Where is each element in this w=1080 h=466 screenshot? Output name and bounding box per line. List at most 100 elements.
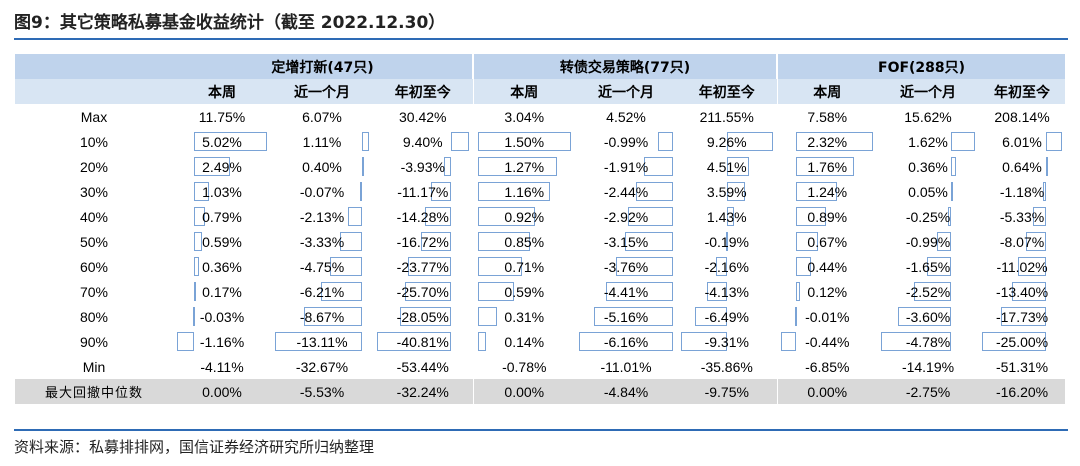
sub-header-row: 本周 近一个月 年初至今 本周 近一个月 年初至今 本周 近一个月 年初至今 xyxy=(15,79,1066,104)
cell-value: 9.40% xyxy=(402,133,443,150)
data-bar xyxy=(425,207,452,226)
data-bar xyxy=(796,207,826,226)
value-cell: -1.91% xyxy=(575,154,677,179)
value-cell: 1.62% xyxy=(877,129,979,154)
cell-value: -8.07% xyxy=(999,233,1045,250)
value-cell: 1.43% xyxy=(677,204,777,229)
value-cell: -13.40% xyxy=(979,279,1065,304)
cell-value: -0.99% xyxy=(603,133,649,150)
table-row: Max 11.75% 6.07% 30.42% 3.04% 4.52% 211.55% 7.5… xyxy=(15,104,1065,129)
value-cell: -16.20% xyxy=(979,379,1066,404)
cell-value: 11.75% xyxy=(198,108,246,125)
cell-value: -0.19% xyxy=(704,233,749,250)
data-bar xyxy=(725,232,728,251)
value-cell: -6.85% xyxy=(776,354,878,379)
value-cell: -2.52% xyxy=(877,279,979,304)
value-cell: -3.93% xyxy=(373,154,473,179)
cell-value: -11.17% xyxy=(397,183,449,200)
value-cell: -1.16% xyxy=(173,329,271,354)
data-bar xyxy=(615,257,673,276)
data-bar xyxy=(360,182,363,201)
row-label: 50% xyxy=(79,233,109,250)
cell-value: 7.58% xyxy=(807,108,848,125)
value-cell: -35.86% xyxy=(677,354,777,379)
cell-value: 2.49% xyxy=(202,158,242,175)
value-cell: 4.52% xyxy=(575,104,677,129)
value-cell: -8.67% xyxy=(271,304,373,329)
data-bar xyxy=(951,182,954,201)
value-cell: 6.01% xyxy=(979,129,1065,154)
cell-value: -0.44% xyxy=(805,333,850,350)
cell-value: -51.31% xyxy=(995,358,1049,375)
cell-value: 0.36% xyxy=(202,258,242,275)
value-cell: 0.40% xyxy=(271,154,373,179)
data-bar xyxy=(594,307,673,326)
value-cell: 0.36% xyxy=(877,154,979,179)
cell-value: 15.62% xyxy=(904,108,952,125)
cell-value: -13.11% xyxy=(296,333,348,350)
value-cell: 0.12% xyxy=(776,279,878,304)
value-cell: -32.24% xyxy=(373,379,474,404)
cell-value: -32.67% xyxy=(295,358,349,375)
value-cell: -3.33% xyxy=(271,229,373,254)
col-header: 近一个月 xyxy=(575,79,678,104)
value-cell: -11.01% xyxy=(575,354,677,379)
cell-value: -4.84% xyxy=(603,383,649,400)
value-cell: 0.79% xyxy=(173,204,271,229)
data-bar xyxy=(400,307,452,326)
value-cell: -0.78% xyxy=(472,354,576,379)
value-cell: 30.42% xyxy=(373,104,473,129)
cell-value: 208.14% xyxy=(994,108,1050,125)
row-label: 80% xyxy=(79,308,109,325)
value-cell: 1.76% xyxy=(776,154,878,179)
value-cell: -3.60% xyxy=(877,304,979,329)
value-cell: -0.99% xyxy=(877,229,979,254)
value-cell: 4.51% xyxy=(677,154,777,179)
value-cell: 0.59% xyxy=(173,229,271,254)
value-cell: -51.31% xyxy=(979,354,1065,379)
col-header: 本周 xyxy=(776,79,878,104)
cell-value: 0.71% xyxy=(504,258,545,275)
data-bar xyxy=(796,232,819,251)
col-header: 近一个月 xyxy=(271,79,373,104)
cell-value: 0.00% xyxy=(202,383,242,400)
col-header: 年初至今 xyxy=(373,79,474,104)
cell-value: -0.01% xyxy=(805,308,850,325)
group-header-convertible: 转债交易策略(77只) xyxy=(472,54,778,79)
data-bar xyxy=(408,257,452,276)
data-bar xyxy=(404,282,452,301)
data-bar xyxy=(1018,257,1047,276)
value-cell: 1.11% xyxy=(271,129,373,154)
data-bar xyxy=(579,332,673,351)
cell-value: -32.24% xyxy=(396,383,449,400)
data-bar xyxy=(330,257,362,276)
cell-value: 211.55% xyxy=(699,108,754,125)
cell-value: -4.13% xyxy=(704,283,749,300)
value-cell: -6.49% xyxy=(677,304,777,329)
value-cell: -0.44% xyxy=(776,329,878,354)
data-bar xyxy=(193,232,203,251)
data-bar xyxy=(794,307,797,326)
cell-value: -2.52% xyxy=(905,283,951,300)
data-bar xyxy=(361,132,369,151)
data-bar xyxy=(192,307,195,326)
value-cell: 1.27% xyxy=(472,154,576,179)
table-row: 最大回撤中位数 0.00% -5.53% -32.24% 0.00% -4.84% -9.7… xyxy=(15,379,1066,404)
data-bar xyxy=(1043,182,1047,201)
data-bar xyxy=(781,332,797,351)
col-header: 年初至今 xyxy=(677,79,778,104)
cell-value: 1.76% xyxy=(807,158,848,175)
cell-value: -4.11% xyxy=(200,358,244,375)
value-cell: -4.11% xyxy=(173,354,271,379)
data-bar xyxy=(796,257,811,276)
value-cell: -25.00% xyxy=(979,329,1065,354)
cell-value: 0.79% xyxy=(202,208,242,225)
value-cell: 0.05% xyxy=(877,179,979,204)
col-header: 近一个月 xyxy=(877,79,980,104)
data-bar xyxy=(176,332,194,351)
cell-value: 0.00% xyxy=(504,383,545,400)
row-label: 70% xyxy=(79,283,109,300)
cell-value: 0.59% xyxy=(202,233,242,250)
cell-value: 0.17% xyxy=(202,283,242,300)
group-header-row: 定增打新(47只) 转债交易策略(77只) FOF(288只) xyxy=(15,54,1066,79)
